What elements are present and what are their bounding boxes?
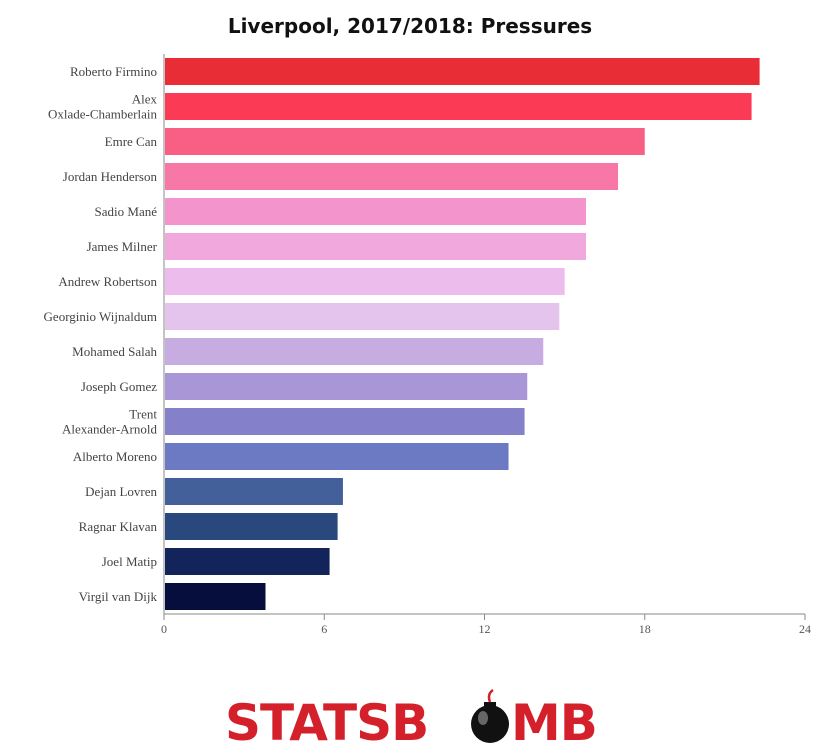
x-tick-label: 18 — [639, 622, 651, 636]
category-label-line: Alex — [132, 92, 158, 107]
category-label-line: Joel Matip — [102, 554, 157, 569]
x-axis-ticks: 0 6 12 18 24 — [161, 614, 811, 636]
category-label: Trent Alexander-Arnold — [62, 407, 158, 437]
category-label-line: Andrew Robertson — [58, 274, 157, 289]
category-label-line: Roberto Firmino — [70, 64, 157, 79]
category-label: Mohamed Salah — [72, 344, 157, 359]
category-label: Joel Matip — [102, 554, 157, 569]
bar — [165, 268, 565, 295]
bar — [165, 408, 525, 435]
bomb-icon — [471, 688, 509, 743]
chart-title: Liverpool, 2017/2018: Pressures — [227, 14, 593, 38]
category-label-line: James Milner — [87, 239, 158, 254]
category-label: Dejan Lovren — [85, 484, 157, 499]
bar — [165, 303, 560, 330]
category-label: Virgil van Dijk — [79, 589, 158, 604]
bar — [165, 583, 266, 610]
category-label-line: Trent — [129, 407, 157, 422]
category-label-line: Emre Can — [105, 134, 158, 149]
logo-text-left: STATSB — [225, 694, 428, 748]
category-label: Roberto Firmino — [70, 64, 157, 79]
bar — [165, 163, 619, 190]
category-label: Jordan Henderson — [63, 169, 158, 184]
category-label-line: Virgil van Dijk — [79, 589, 158, 604]
category-label-line: Alberto Moreno — [73, 449, 157, 464]
x-tick-label: 24 — [799, 622, 811, 636]
category-label: Ragnar Klavan — [79, 519, 158, 534]
statsbomb-logo: STATSB MB — [225, 688, 598, 748]
category-label: Georginio Wijnaldum — [44, 309, 157, 324]
category-label: Emre Can — [105, 134, 158, 149]
category-label-line: Mohamed Salah — [72, 344, 157, 359]
bars-group — [165, 58, 760, 610]
category-label: James Milner — [87, 239, 158, 254]
bar — [165, 128, 645, 155]
bar — [165, 233, 586, 260]
category-label-line: Joseph Gomez — [81, 379, 157, 394]
x-tick-label: 0 — [161, 622, 167, 636]
category-labels: Roberto Firmino Alex Oxlade-Chamberlain Emr… — [44, 64, 158, 604]
bar — [165, 93, 752, 120]
bar — [165, 513, 338, 540]
category-label: Alberto Moreno — [73, 449, 157, 464]
category-label: Joseph Gomez — [81, 379, 157, 394]
category-label-line: Dejan Lovren — [85, 484, 157, 499]
x-tick-label: 12 — [479, 622, 491, 636]
category-label-line: Oxlade-Chamberlain — [48, 107, 158, 122]
category-label: Alex Oxlade-Chamberlain — [48, 92, 158, 122]
category-label: Sadio Mané — [95, 204, 158, 219]
bar — [165, 338, 544, 365]
bar — [165, 548, 330, 575]
bar — [165, 373, 528, 400]
bar-chart: Roberto Firmino Alex Oxlade-Chamberlain Emr… — [44, 54, 811, 636]
bar — [165, 443, 509, 470]
category-label-line: Jordan Henderson — [63, 169, 158, 184]
bar — [165, 198, 586, 225]
bar — [165, 58, 760, 85]
x-tick-label: 6 — [321, 622, 327, 636]
category-label-line: Alexander-Arnold — [62, 422, 158, 437]
category-label-line: Sadio Mané — [95, 204, 158, 219]
category-label-line: Ragnar Klavan — [79, 519, 158, 534]
category-label: Andrew Robertson — [58, 274, 157, 289]
category-label-line: Georginio Wijnaldum — [44, 309, 157, 324]
logo-text-right: MB — [511, 694, 597, 748]
bar — [165, 478, 343, 505]
